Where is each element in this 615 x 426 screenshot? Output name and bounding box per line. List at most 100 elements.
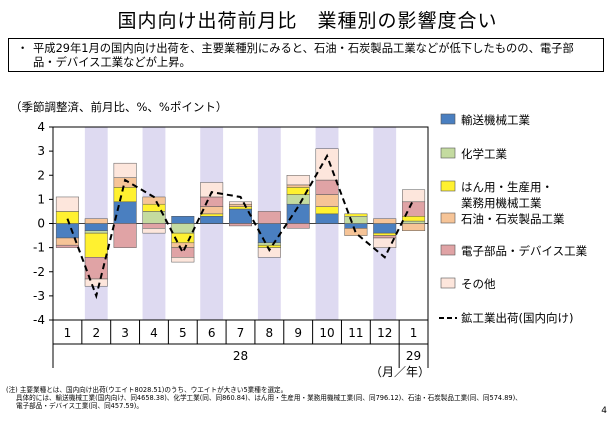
y-tick-label: 2 xyxy=(37,168,45,182)
bar-segment xyxy=(171,257,195,263)
bar-segment xyxy=(257,242,281,246)
bar-segment xyxy=(84,232,108,258)
bar-segment xyxy=(402,223,426,231)
bar-segment xyxy=(229,203,252,207)
y-tick-label: 4 xyxy=(37,120,45,134)
bar-segment xyxy=(171,242,195,248)
legend-swatch xyxy=(440,147,456,159)
bar-segment xyxy=(373,235,397,239)
bar-segment xyxy=(229,206,252,210)
bar-segment xyxy=(229,201,252,205)
x-tick-label: 7 xyxy=(237,326,245,340)
y-tick-label: 3 xyxy=(37,144,45,158)
y-tick-label: -2 xyxy=(33,265,45,279)
bar-segment xyxy=(315,213,339,224)
bar-segment xyxy=(257,247,281,258)
bar-segment xyxy=(286,194,310,205)
legend-label: はん用・生産用・ xyxy=(461,180,553,194)
bar-segment xyxy=(84,223,108,231)
page-number: 4 xyxy=(601,406,607,416)
bar-segment xyxy=(344,223,368,229)
bar-segment xyxy=(315,206,339,215)
bar-segment xyxy=(200,213,224,217)
x-tick-label: 4 xyxy=(150,326,158,340)
bar-segment xyxy=(113,223,137,248)
bar-segment xyxy=(55,196,79,212)
footnote-line-1: (注) 主要業種とは、国内向け出荷(ウエイト8028.51)のうち、ウエイトが大… xyxy=(6,386,288,394)
bar-segment xyxy=(84,278,108,287)
bar-segment xyxy=(55,223,79,239)
bullet-marker: ・ xyxy=(17,42,29,55)
bar-segment xyxy=(142,228,166,234)
legend-label: 鉱工業出荷(国内向け) xyxy=(461,311,573,325)
x-tick-label: 11 xyxy=(348,326,363,340)
y-tick-label: 0 xyxy=(37,217,45,231)
bar-segment xyxy=(373,232,397,236)
bar-segment xyxy=(315,179,339,195)
bar-segment xyxy=(113,187,137,203)
unit-label: （季節調整済、前月比、%、%ポイント） xyxy=(10,100,228,114)
legend-swatch xyxy=(440,212,456,224)
y-tick-label: -1 xyxy=(33,241,45,255)
legend-swatch xyxy=(440,113,456,125)
bar-segment xyxy=(257,223,281,244)
bar-segment xyxy=(84,218,108,224)
bar-segment xyxy=(113,201,137,224)
x-tick-label: 6 xyxy=(208,326,216,340)
bar-segment xyxy=(171,247,195,258)
bar-segment xyxy=(142,196,166,205)
summary-text: 平成29年1月の国内向け出荷を、主要業種別にみると、石油・石炭製品工業などが低下… xyxy=(33,42,574,69)
summary-box: ・ 平成29年1月の国内向け出荷を、主要業種別にみると、石油・石炭製品工業などが… xyxy=(8,38,604,72)
x-tick-label: 1 xyxy=(410,326,418,340)
bar-segment xyxy=(344,213,368,217)
x-tick-label: 2 xyxy=(92,326,100,340)
x-tick-label: 5 xyxy=(179,326,187,340)
bar-segment xyxy=(373,237,397,248)
x-tick-label: 3 xyxy=(121,326,129,340)
legend-label: 業務用機械工業 xyxy=(461,196,542,210)
x-tick-label: 9 xyxy=(294,326,302,340)
bar-segment xyxy=(257,211,281,224)
legend-label: 輸送機械工業 xyxy=(461,113,530,127)
x-tick-label: 1 xyxy=(64,326,72,340)
bar-segment xyxy=(402,220,426,224)
legend-label: 電子部品・デバイス工業 xyxy=(461,244,588,258)
bar-segment xyxy=(200,216,224,224)
x-tick-label: 12 xyxy=(377,326,392,340)
bar-segment xyxy=(257,244,281,248)
bar-segment xyxy=(229,223,252,227)
footnote-line-3: 電子部品・デバイス工業(同、同457.59)。 xyxy=(16,402,143,410)
year-label: 28 xyxy=(233,349,248,363)
bar-segment xyxy=(113,162,137,178)
x-tick-label: 10 xyxy=(319,326,334,340)
bar-segment xyxy=(286,184,310,188)
y-tick-label: -4 xyxy=(33,313,45,327)
bar-segment xyxy=(286,223,310,229)
bar-segment xyxy=(171,216,195,224)
bar-segment xyxy=(315,194,339,207)
legend-swatch xyxy=(440,180,456,192)
footnote-line-2: 具体的には、輸送機械工業(国内向け、同4658.38)、化学工業(同、同860.… xyxy=(16,394,522,402)
page-title: 国内向け出荷前月比 業種別の影響度合い xyxy=(117,10,498,32)
bar-segment xyxy=(84,230,108,234)
legend-label: 石油・石炭製品工業 xyxy=(461,212,565,226)
bar-segment xyxy=(286,175,310,186)
y-tick-label: -3 xyxy=(33,289,45,303)
bar-segment xyxy=(373,223,397,234)
bar-segment xyxy=(200,182,224,198)
year-label: 29 xyxy=(406,349,421,363)
period-note: （月／年） xyxy=(370,365,430,379)
legend-swatch xyxy=(440,244,456,256)
bar-segment xyxy=(171,223,195,234)
y-tick-label: 1 xyxy=(37,192,45,206)
legend-label: その他 xyxy=(461,277,496,291)
bar-segment xyxy=(55,211,79,224)
bar-segment xyxy=(373,218,397,224)
bar-segment xyxy=(344,216,368,224)
bar-segment xyxy=(402,189,426,203)
bar-segment xyxy=(142,223,166,229)
total-shipments-line xyxy=(66,153,415,300)
legend-label: 化学工業 xyxy=(461,147,507,161)
legend-swatch xyxy=(440,277,456,289)
